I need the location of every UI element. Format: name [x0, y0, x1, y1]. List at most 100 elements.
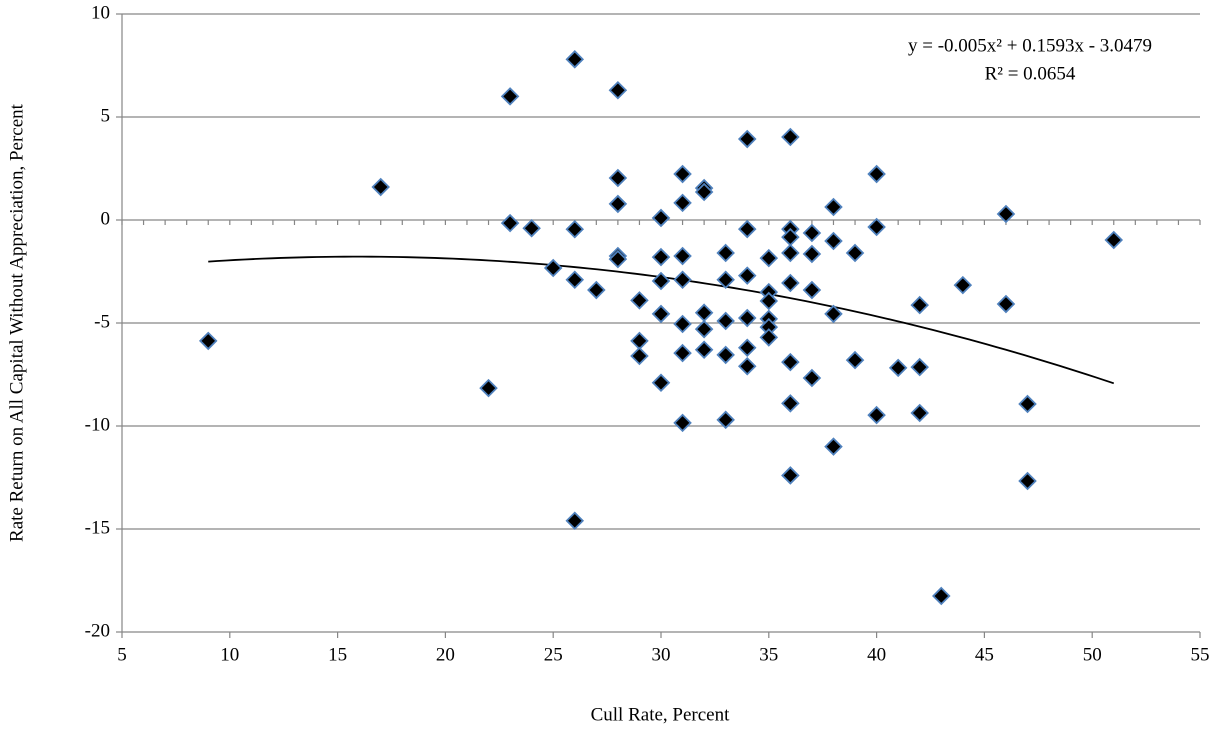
point: [673, 343, 692, 363]
point: [716, 243, 735, 263]
y-tick-label: -10: [85, 414, 110, 435]
point: [737, 308, 757, 328]
y-tick-label: 0: [101, 208, 111, 229]
x-tick-label: 20: [436, 644, 455, 665]
point: [565, 50, 585, 69]
point: [651, 373, 671, 393]
x-tick-label: 55: [1191, 644, 1210, 665]
point: [845, 350, 865, 370]
point: [781, 352, 800, 372]
point: [737, 219, 757, 239]
point: [608, 194, 628, 214]
x-tick-label: 35: [759, 644, 778, 665]
point: [694, 303, 714, 322]
point: [651, 271, 671, 291]
point: [867, 217, 886, 237]
point: [673, 164, 692, 184]
x-tick-label: 5: [117, 644, 127, 665]
point: [500, 87, 520, 106]
point: [888, 358, 908, 378]
point: [802, 244, 822, 264]
point: [802, 280, 822, 300]
point: [565, 511, 585, 531]
point: [953, 275, 973, 295]
point: [651, 208, 671, 228]
x-tick-label: 10: [220, 644, 239, 665]
point: [608, 249, 628, 269]
point: [781, 273, 800, 293]
x-tick-label: 50: [1083, 644, 1102, 665]
point: [932, 586, 951, 606]
point: [910, 295, 929, 315]
x-tick-label: 15: [328, 644, 347, 665]
point: [608, 80, 628, 100]
point: [759, 291, 779, 311]
point: [781, 466, 800, 485]
point: [673, 413, 692, 433]
point: [716, 345, 735, 365]
point: [565, 219, 585, 239]
point: [371, 177, 390, 197]
point: [802, 223, 822, 243]
y-tick-label: -15: [85, 517, 110, 538]
y-tick-label: -5: [94, 311, 110, 332]
point: [996, 204, 1016, 224]
point: [716, 311, 735, 331]
point: [198, 331, 218, 351]
point: [824, 304, 843, 324]
point: [500, 213, 520, 233]
point: [867, 164, 886, 184]
point: [867, 405, 886, 425]
trend-r-squared: R² = 0.0654: [985, 63, 1076, 84]
y-tick-label: 5: [101, 105, 111, 126]
point: [1018, 471, 1037, 491]
x-tick-label: 40: [867, 644, 886, 665]
point: [543, 258, 563, 278]
trend-equation: y = -0.005x² + 0.1593x - 3.0479: [908, 35, 1152, 56]
point: [910, 357, 929, 377]
point: [1104, 230, 1124, 250]
point: [845, 243, 865, 263]
point: [694, 319, 714, 339]
point: [781, 394, 800, 413]
point: [716, 410, 735, 430]
point: [824, 437, 843, 456]
y-axis-title: Rate Return on All Capital Without Appre…: [6, 103, 27, 542]
point: [1018, 394, 1037, 414]
point: [824, 197, 843, 217]
point: [673, 314, 692, 334]
point: [694, 340, 714, 360]
point: [630, 331, 649, 351]
point: [522, 218, 541, 238]
point: [824, 231, 843, 251]
point: [759, 248, 779, 268]
point: [694, 182, 714, 202]
point: [673, 246, 692, 266]
point: [630, 346, 649, 366]
point: [781, 243, 800, 263]
point: [716, 270, 735, 290]
point: [587, 280, 606, 300]
y-tick-label: 10: [91, 2, 110, 23]
point: [737, 338, 757, 357]
point: [737, 356, 757, 376]
point: [565, 270, 585, 290]
point: [630, 291, 649, 310]
x-tick-label: 30: [652, 644, 671, 665]
point: [910, 403, 929, 423]
point: [996, 294, 1016, 314]
point: [673, 193, 692, 213]
point: [737, 266, 757, 285]
y-tick-label: -20: [85, 620, 110, 641]
point: [479, 378, 498, 398]
point: [651, 247, 671, 267]
point: [802, 368, 822, 388]
x-tick-label: 25: [544, 644, 563, 665]
point: [651, 304, 671, 324]
point: [759, 328, 779, 347]
x-tick-label: 45: [975, 644, 994, 665]
x-axis-title: Cull Rate, Percent: [591, 704, 730, 725]
point: [781, 127, 800, 147]
